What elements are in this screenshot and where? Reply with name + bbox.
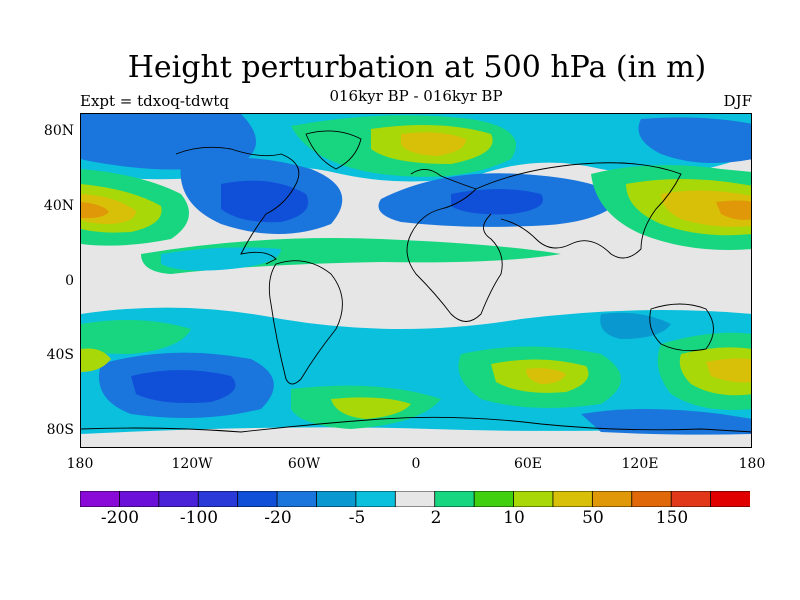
colorbar-segment	[631, 491, 673, 507]
season-label: DJF	[723, 92, 752, 110]
north-atlantic-blue	[81, 114, 256, 170]
west-pacific-orange	[81, 202, 109, 219]
colorbar-tick-label: 50	[582, 508, 604, 528]
colorbar-segment	[670, 491, 712, 507]
arctic-gold-high	[401, 132, 466, 156]
east-pacific-gold	[661, 190, 751, 227]
colorbar-segment	[710, 491, 750, 507]
colorbar-segment	[591, 491, 633, 507]
lon-tick-label: 120E	[621, 456, 659, 472]
northeast-blue	[638, 117, 751, 163]
lon-tick-label: 120W	[171, 456, 213, 472]
south-atlantic-yellow	[331, 397, 411, 419]
lat-tick-label: 40S	[46, 347, 74, 363]
colorbar-segment	[434, 491, 476, 507]
south-pacific-east-blue	[581, 409, 751, 435]
lon-tick-label: 180	[738, 456, 766, 472]
coast-greenland	[305, 130, 362, 170]
southern-ocean-blue-band	[81, 307, 751, 447]
indian-ocean-gold	[526, 368, 566, 384]
colorbar-segment	[237, 491, 278, 507]
lat-tick-label: 0	[65, 273, 74, 289]
coastlines	[81, 130, 751, 433]
colorbar-segment	[473, 491, 515, 507]
chart-subtitle: 016kyr BP - 016kyr BP	[329, 87, 503, 105]
lon-tick-label: 60W	[287, 456, 321, 472]
colorbar-tick-label: -200	[100, 508, 140, 528]
map-panel	[80, 113, 752, 448]
colorbar-segment	[552, 491, 594, 507]
north-america-dark-blue	[221, 180, 309, 223]
coast-south-america	[268, 260, 343, 385]
coast-europe-africa	[406, 169, 503, 322]
lon-tick-label: 60E	[513, 456, 543, 472]
colorbar-segment	[197, 491, 239, 507]
colorbar-segment	[276, 491, 318, 507]
colorbar-tick-label: 10	[503, 508, 525, 528]
lat-tick-label: 80S	[46, 422, 74, 438]
colorbar-segment	[316, 491, 357, 507]
east-pacific-orange	[716, 200, 751, 220]
lon-tick-label: 180	[66, 456, 94, 472]
south-west-yellow	[81, 348, 111, 372]
lon-tick-label: 0	[411, 456, 421, 472]
coast-australia	[649, 303, 714, 352]
lat-tick-label: 40N	[43, 198, 74, 214]
colorbar-segment	[394, 491, 436, 507]
colorbar-tick-label: -20	[264, 508, 292, 528]
coast-antarctica	[81, 416, 751, 433]
south-pacific-green	[81, 320, 191, 354]
europe-asia-dark-blue	[451, 189, 543, 215]
colorbar-segment	[158, 491, 200, 507]
coast-north-america	[175, 146, 300, 265]
colorbar-tick-label: -5	[348, 508, 366, 528]
lat-tick-label: 80N	[43, 123, 74, 139]
colorbar-segment	[355, 491, 397, 507]
chart-title: Height perturbation at 500 hPa (in m)	[127, 50, 707, 85]
colorbar-tick-label: 2	[430, 508, 442, 528]
colorbar-tick-label: 150	[655, 508, 689, 528]
experiment-label: Expt = tdxoq-tdwtq	[80, 92, 230, 110]
colorbar-segment	[119, 491, 160, 507]
tropical-cyan-west	[161, 247, 281, 271]
colorbar-segment	[80, 491, 121, 507]
colorbar-segment	[513, 491, 554, 507]
southeast-cyan-low	[600, 312, 671, 339]
colorbar	[80, 491, 750, 507]
map-svg	[81, 114, 751, 447]
southeast-gold	[706, 358, 751, 383]
coast-asia	[475, 162, 682, 259]
south-pacific-dark-blue	[131, 370, 236, 403]
colorbar-tick-label: -100	[179, 508, 219, 528]
